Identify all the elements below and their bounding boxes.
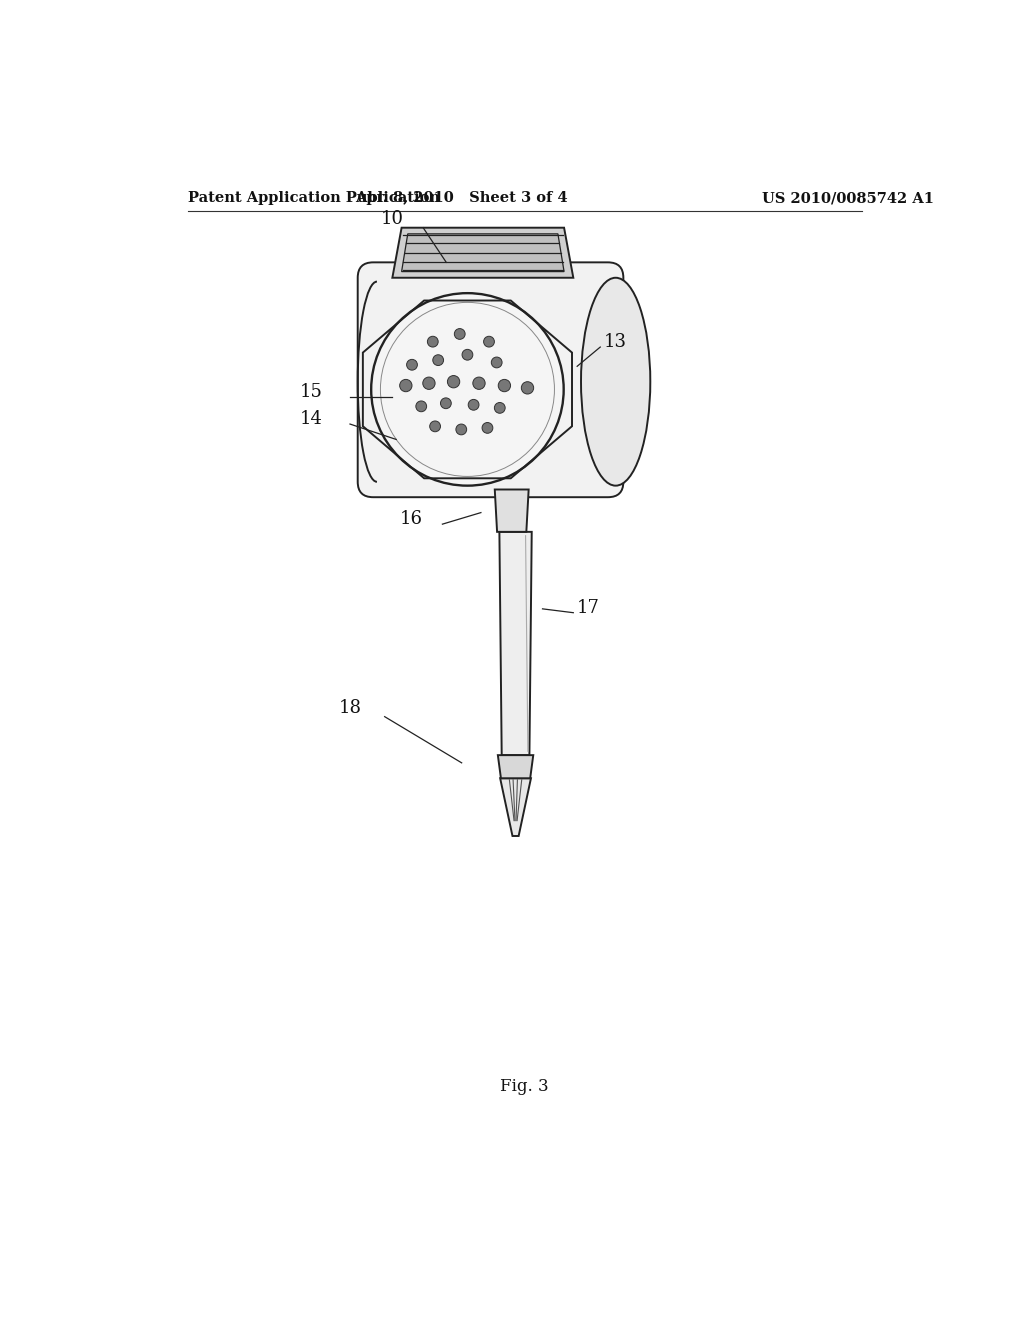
Circle shape — [447, 376, 460, 388]
Polygon shape — [498, 755, 534, 779]
Circle shape — [440, 397, 452, 409]
Text: 15: 15 — [300, 383, 323, 401]
Circle shape — [462, 350, 473, 360]
Circle shape — [456, 424, 467, 434]
Text: Patent Application Publication: Patent Application Publication — [188, 191, 440, 206]
Circle shape — [371, 293, 563, 486]
Text: 10: 10 — [381, 210, 403, 228]
Circle shape — [468, 400, 479, 411]
Polygon shape — [495, 490, 528, 532]
Text: Apr. 8, 2010   Sheet 3 of 4: Apr. 8, 2010 Sheet 3 of 4 — [355, 191, 568, 206]
Text: 13: 13 — [604, 333, 627, 351]
Ellipse shape — [581, 277, 650, 486]
Circle shape — [455, 329, 465, 339]
FancyBboxPatch shape — [357, 263, 624, 498]
Circle shape — [495, 403, 505, 413]
Polygon shape — [500, 532, 531, 755]
Text: US 2010/0085742 A1: US 2010/0085742 A1 — [762, 191, 934, 206]
Circle shape — [430, 421, 440, 432]
Text: 16: 16 — [400, 510, 423, 528]
Text: Fig. 3: Fig. 3 — [501, 1077, 549, 1094]
Circle shape — [399, 379, 412, 392]
Circle shape — [427, 337, 438, 347]
Text: 17: 17 — [578, 599, 600, 616]
Circle shape — [499, 379, 511, 392]
Circle shape — [473, 378, 485, 389]
Text: 18: 18 — [339, 698, 361, 717]
Circle shape — [407, 359, 418, 370]
Circle shape — [483, 337, 495, 347]
Polygon shape — [392, 227, 573, 277]
Text: 14: 14 — [300, 411, 323, 428]
Circle shape — [482, 422, 493, 433]
Circle shape — [492, 358, 502, 368]
Circle shape — [521, 381, 534, 395]
Circle shape — [416, 401, 427, 412]
Circle shape — [423, 378, 435, 389]
Polygon shape — [500, 779, 531, 836]
Circle shape — [433, 355, 443, 366]
Polygon shape — [401, 234, 564, 272]
